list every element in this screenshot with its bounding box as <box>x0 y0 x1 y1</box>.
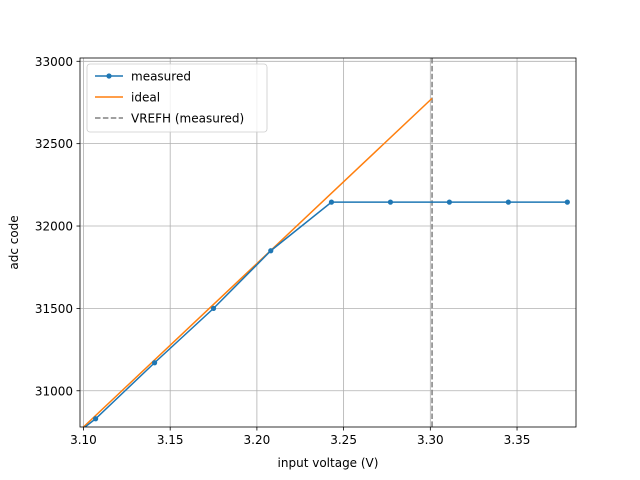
x-tick-label: 3.35 <box>504 433 531 447</box>
legend-label: measured <box>131 70 191 84</box>
y-tick-label: 31000 <box>35 384 73 398</box>
data-point-measured <box>268 248 274 254</box>
data-point-measured <box>505 199 511 205</box>
y-tick-label: 33000 <box>35 55 73 69</box>
x-axis-label: input voltage (V) <box>278 456 379 470</box>
x-axis-ticks: 3.10 3.15 3.20 3.25 3.30 3.35 <box>70 427 530 447</box>
data-point-measured <box>446 199 452 205</box>
legend-label: ideal <box>131 91 160 105</box>
plot-frame <box>79 57 577 428</box>
data-point-measured <box>151 360 158 366</box>
y-tick-label: 31500 <box>35 302 73 316</box>
x-tick-label: 3.30 <box>417 433 444 447</box>
legend: measured ideal VREFH (measured) <box>86 63 268 133</box>
legend-marker <box>106 73 112 79</box>
series-line-measured <box>83 201 568 427</box>
x-tick-label: 3.10 <box>70 433 97 447</box>
y-tick-label: 32000 <box>35 220 73 234</box>
plot-data <box>82 58 570 427</box>
y-axis-label: adc code <box>7 215 21 269</box>
legend-box <box>86 63 268 133</box>
data-point-measured <box>210 305 217 311</box>
x-tick-label: 3.20 <box>244 433 271 447</box>
data-point-measured <box>93 416 99 422</box>
y-axis-ticks: 31000 31500 32000 32500 33000 <box>35 55 80 398</box>
x-tick-label: 3.25 <box>330 433 357 447</box>
data-point-measured <box>387 199 394 205</box>
legend-label: VREFH (measured) <box>131 112 244 126</box>
data-point-measured <box>328 199 335 205</box>
y-tick-label: 32500 <box>35 137 73 151</box>
data-point-measured <box>564 199 570 205</box>
series-line-ideal <box>82 97 433 427</box>
x-tick-label: 3.15 <box>157 433 184 447</box>
